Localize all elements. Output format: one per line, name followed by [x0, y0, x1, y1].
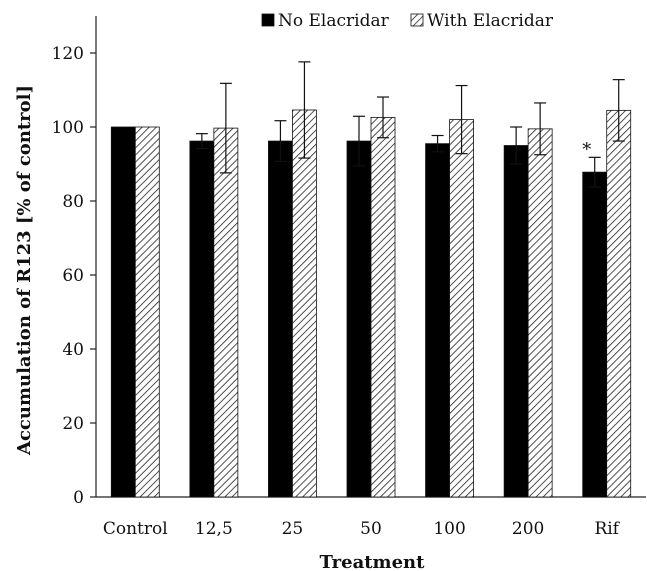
- error-bars: [195, 61, 625, 188]
- y-tick-label: 100: [52, 118, 84, 138]
- bar-no-elacridar: [425, 143, 450, 498]
- bar-with-elacridar: [449, 119, 474, 498]
- legend: No Elacridar With Elacridar: [261, 11, 554, 31]
- y-tick-label: 0: [73, 488, 84, 508]
- x-tick-label: Control: [103, 519, 168, 539]
- legend-label: No Elacridar: [278, 11, 390, 31]
- bar-with-elacridar: [213, 127, 239, 498]
- bar-no-elacridar: [110, 126, 136, 498]
- significance-marker: *: [582, 139, 591, 160]
- bar-no-elacridar: [582, 171, 608, 498]
- y-axis: 0 20 40 60 80 100 120: [52, 16, 97, 508]
- y-axis-title: Accumulation of R123 [% of control]: [14, 85, 35, 456]
- y-tick-label: 120: [52, 44, 84, 64]
- x-tick-label: 50: [360, 519, 382, 539]
- bar-with-elacridar: [134, 126, 160, 498]
- legend-label: With Elacridar: [427, 11, 554, 31]
- bar-with-elacridar: [527, 128, 553, 498]
- x-tick-label: 25: [282, 519, 304, 539]
- y-tick-label: 80: [62, 192, 84, 212]
- legend-swatch: [261, 13, 275, 27]
- bars: [110, 109, 632, 498]
- x-tick-label: 100: [433, 519, 465, 539]
- y-tick-label: 60: [62, 266, 84, 286]
- x-tick-label: 200: [512, 519, 544, 539]
- x-axis-title: Treatment: [320, 552, 426, 571]
- x-axis: Control 12,5 25 50 100 200 Rif: [96, 496, 646, 539]
- legend-swatch: [410, 13, 424, 27]
- bar-with-elacridar: [370, 116, 396, 498]
- bar-with-elacridar: [606, 109, 632, 498]
- bar-no-elacridar: [268, 140, 293, 498]
- bar-with-elacridar: [292, 109, 317, 498]
- y-tick-label: 20: [62, 414, 84, 434]
- bar-no-elacridar: [189, 140, 215, 498]
- bar-no-elacridar: [503, 145, 529, 498]
- x-tick-label: Rif: [594, 519, 620, 539]
- bar-no-elacridar: [346, 140, 372, 498]
- annotations: *: [582, 139, 591, 160]
- x-tick-label: 12,5: [195, 519, 233, 539]
- y-tick-label: 40: [62, 340, 84, 360]
